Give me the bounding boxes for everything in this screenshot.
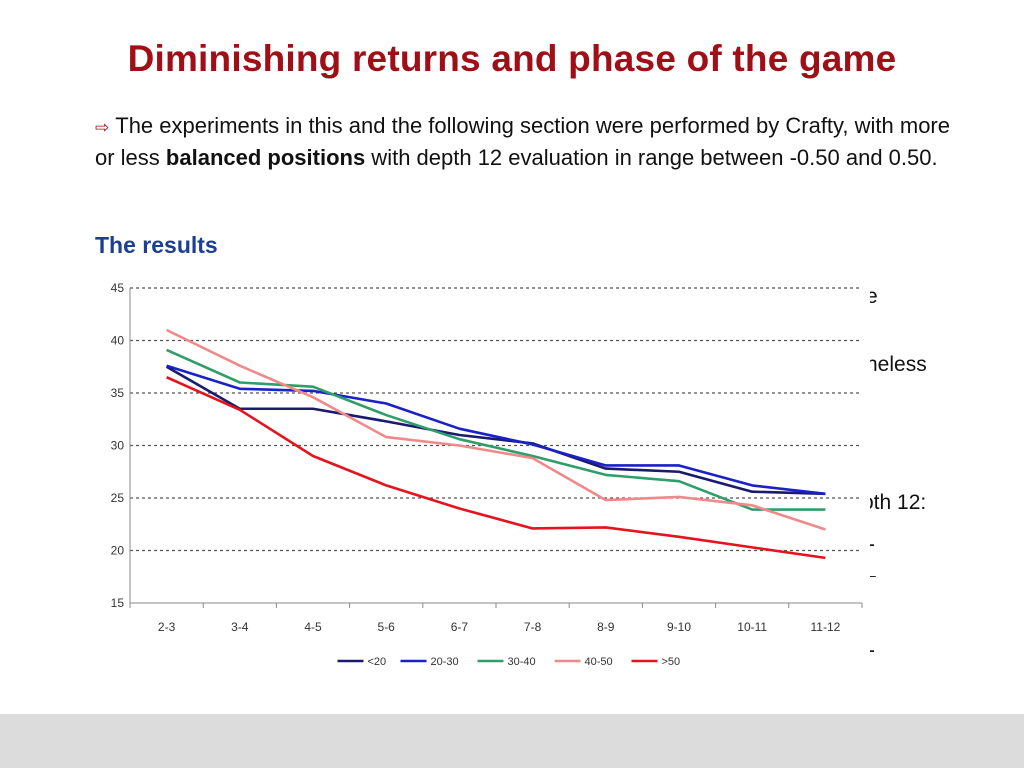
- obscured-text-2: heless: [866, 353, 927, 376]
- y-tick-label: 40: [111, 334, 125, 348]
- bullet-bold-text: balanced positions: [165, 145, 366, 170]
- x-tick-label: 3-4: [231, 620, 249, 634]
- y-tick-label: 45: [111, 281, 125, 295]
- y-tick-label: 25: [111, 491, 125, 505]
- legend-label: 40-50: [585, 656, 613, 668]
- series-line-<20: [165, 365, 826, 496]
- arrow-right-icon: ⇨: [95, 118, 110, 137]
- series-line->50: [166, 376, 826, 560]
- grid-lines: [130, 287, 862, 552]
- x-tick-label: 10-11: [737, 620, 767, 634]
- obscured-text-6: -: [868, 639, 875, 662]
- results-chart: 15 20 25 30 35 40 45 2-3 3-4 4-5 5-6 6-7 7-8 8-9 9-10 1…: [92, 278, 870, 680]
- chart-legend: <20 20-30 30-40 40-50 >50: [337, 656, 681, 668]
- obscured-text-1: e: [866, 285, 878, 308]
- y-tick-label: 15: [111, 596, 125, 610]
- bullet-paragraph: ⇨ The experiments in this and the followi…: [95, 111, 955, 173]
- series-line-30-40: [166, 348, 826, 511]
- legend-label: <20: [368, 656, 387, 668]
- legend-label: >50: [662, 656, 681, 668]
- x-tick-label: 4-5: [304, 620, 322, 634]
- legend-label: 20-30: [431, 656, 459, 668]
- x-tick-label: 6-7: [451, 620, 469, 634]
- line-chart-svg: 15 20 25 30 35 40 45 2-3 3-4 4-5 5-6 6-7 7-8 8-9 9-10 1…: [111, 281, 863, 668]
- x-tick-label: 9-10: [667, 620, 691, 634]
- x-tick-label: 8-9: [597, 620, 615, 634]
- obscured-text-4: -: [868, 533, 875, 556]
- y-tick-label: 20: [111, 544, 125, 558]
- axes: 15 20 25 30 35 40 45 2-3 3-4 4-5 5-6 6-7 7-8 8-9 9-10 1…: [111, 281, 863, 634]
- x-tick-label: 5-6: [378, 620, 396, 634]
- footer-band: [0, 714, 1024, 768]
- slide-title: Diminishing returns and phase of the gam…: [127, 38, 897, 79]
- y-tick-label: 30: [111, 439, 125, 453]
- series-line-20-30: [166, 364, 826, 496]
- series-line-40-50: [166, 328, 826, 531]
- series-lines: [165, 328, 826, 560]
- legend-label: 30-40: [508, 656, 536, 668]
- bullet-text-end: with depth 12 evaluation in range betwee…: [365, 145, 938, 170]
- y-tick-label: 35: [111, 386, 125, 400]
- bullet-text-start: The experiments in this and the followin…: [95, 113, 950, 170]
- obscured-text-5: –: [868, 567, 876, 583]
- x-tick-label: 11-12: [810, 620, 840, 634]
- x-tick-label: 7-8: [524, 620, 542, 634]
- results-heading: The results: [95, 232, 218, 258]
- x-tick-label: 2-3: [158, 620, 176, 634]
- obscured-text-3: oth 12:: [862, 491, 927, 514]
